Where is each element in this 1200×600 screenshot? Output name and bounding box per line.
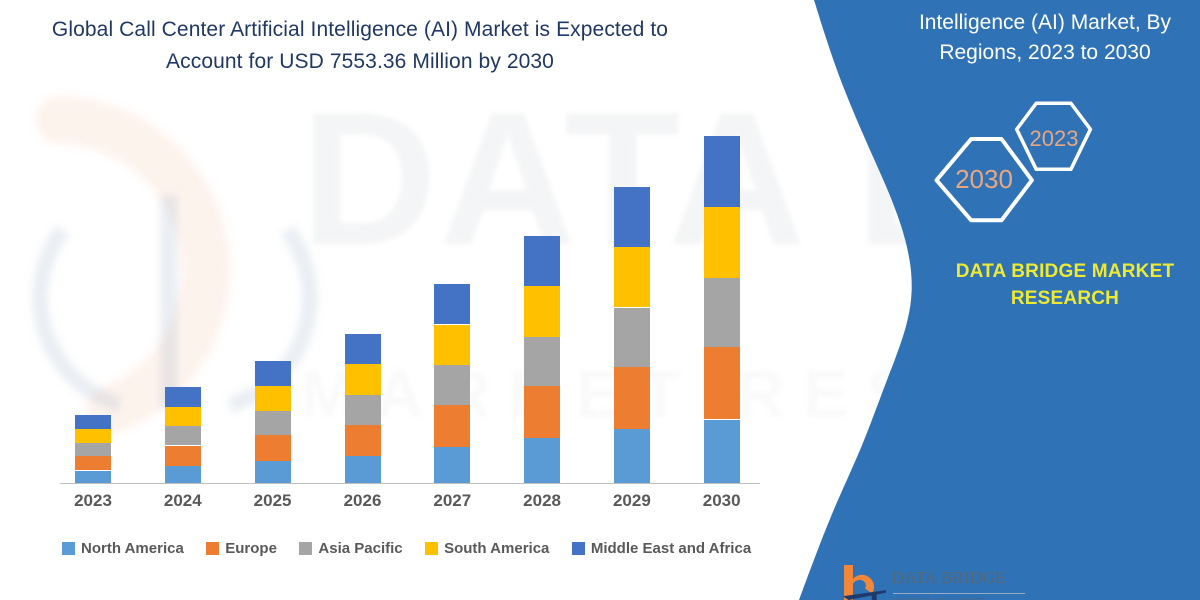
- svg-text:2030: 2030: [955, 164, 1013, 194]
- svg-text:2023: 2023: [1030, 126, 1079, 151]
